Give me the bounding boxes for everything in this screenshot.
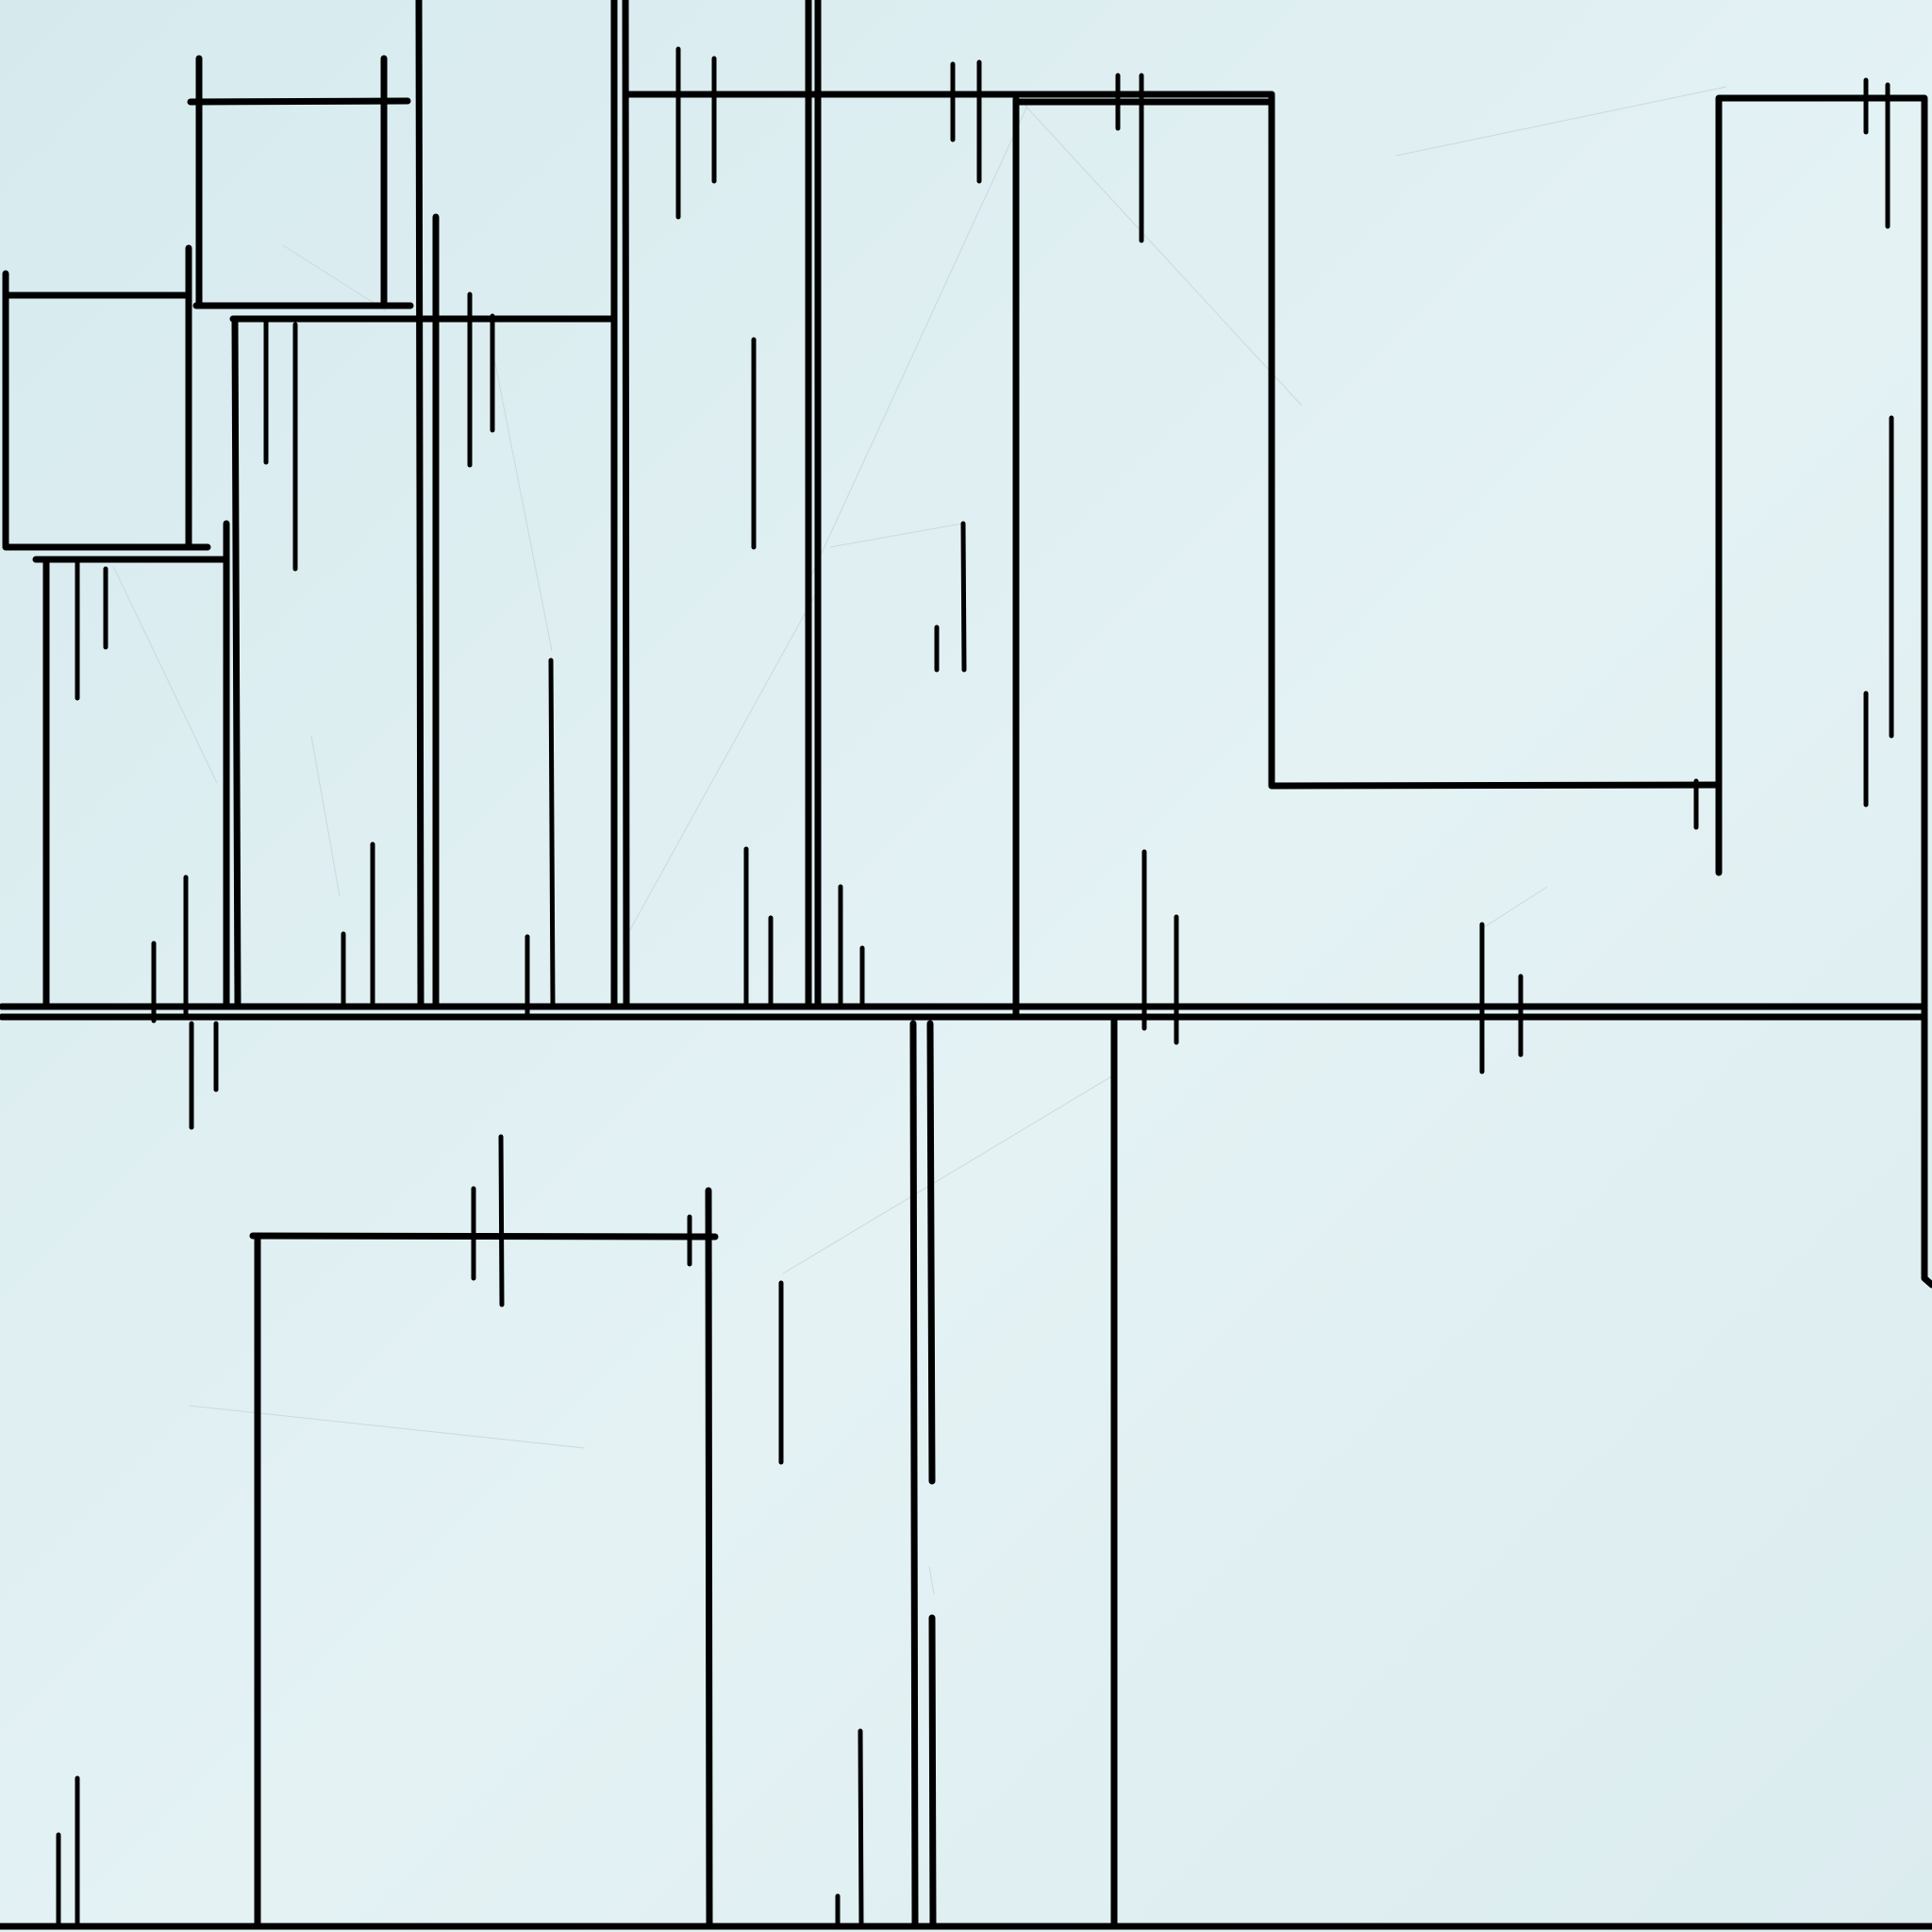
tick-strokes (56, 46, 1894, 1929)
left-box (2, 270, 211, 551)
